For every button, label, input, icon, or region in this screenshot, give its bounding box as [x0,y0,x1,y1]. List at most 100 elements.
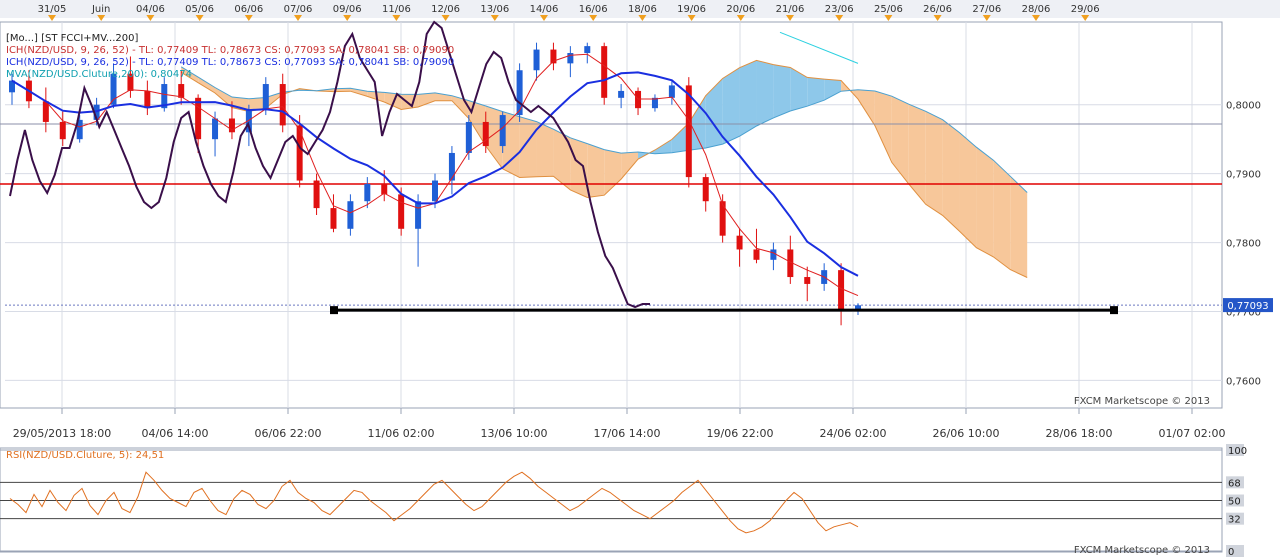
cloud-segment [621,152,639,180]
candle-body [110,73,117,105]
candle-body [432,180,438,202]
y-tick-label: 0,7700 [1226,308,1261,319]
kijun-line [11,71,859,277]
cloud-segment [231,96,249,112]
cloud-segment [858,89,875,126]
cloud-segment [790,67,808,111]
candle-body [381,183,388,195]
rsi-level-label: 50 [1228,497,1241,508]
top-date-label: 16/06 [579,4,608,15]
candle-body [296,125,303,181]
x-tick-label: 24/06 02:00 [820,427,887,440]
candle-body [59,121,66,140]
ichimoku-cloud [180,59,1028,278]
top-date-label: 27/06 [972,4,1001,15]
event-marker-icon [48,15,56,21]
candle-body [804,277,811,284]
candle-body [212,118,219,140]
event-marker-icon [786,15,794,21]
legend-line-4: MVA(NZD/USD.Cluture,200): 0,80474 [6,69,192,80]
candle-body [855,305,861,312]
top-date-label: 18/06 [628,4,657,15]
x-tick-label: 17/06 14:00 [594,427,661,440]
senkou-span-b [180,66,1028,193]
event-marker-icon [933,15,942,21]
cloud-segment [435,92,452,101]
cloud-segment [654,139,672,154]
rsi-label: RSI(NZD/USD.Cluture, 5): 24,51 [6,450,164,461]
cloud-segment [485,106,503,169]
candle-body [195,97,202,140]
cci-line [9,20,650,309]
top-date-label: 21/06 [776,4,805,15]
watermark-main: FXCM Marketscope © 2013 [1074,396,1210,407]
rsi-level-label: 0 [1228,547,1234,557]
cloud-segment [502,111,520,178]
legend-line-1: [Mo...] [ST FCCI+MV...200] [6,33,138,44]
cloud-segment [248,97,266,112]
rsi-level-box [1226,494,1244,507]
rsi-level-label: 100 [1228,446,1247,457]
cloud-segment [1010,176,1028,278]
candle-body [584,46,591,54]
top-date-label: Juin [91,4,110,15]
candle-body [42,101,49,122]
cloud-segment [198,77,216,93]
y-tick-label: 0,7900 [1226,170,1261,181]
y-tick-label: 0,7800 [1226,239,1261,250]
cloud-segment [807,77,825,107]
cloud-segment [976,147,994,257]
candle-body [753,249,760,260]
cloud-segment [468,100,486,147]
cloud-segment [942,119,960,232]
candle-body [448,152,455,181]
candle-body [144,90,151,109]
cloud-segment [215,87,232,108]
price-axis: 0,8000 0,7900 0,7800 0,7700 0,7600 [1226,101,1261,388]
top-date-label: 29/06 [1071,4,1100,15]
candle-body [499,115,506,147]
candle-body [262,84,269,111]
cloud-segment [993,160,1011,270]
rsi-level-box [1226,545,1244,557]
cloud-segment [350,88,368,97]
candle-body [516,70,523,116]
top-date-label: 06/06 [234,4,263,15]
candle-body [567,53,574,64]
support-line[interactable] [330,306,1118,315]
senkou-span-a [180,59,1028,278]
candle-body [9,80,15,93]
top-date-label: 19/06 [677,4,706,15]
candle-body [127,73,134,91]
top-date-label: 09/06 [333,4,362,15]
candle-body [76,119,83,140]
top-date-label: 07/06 [284,4,313,15]
cloud-segment [756,60,774,127]
candle-body [178,84,185,98]
top-date-ruler: 31/05 Juin 04/06 05/06 06/06 07/06 09/06 11/06 1… [0,0,1280,21]
x-axis-bg [0,409,1280,447]
top-date-label: 13/06 [480,4,509,15]
event-marker-icon [884,15,893,21]
top-date-label: 28/06 [1022,4,1051,15]
top-date-label: 14/06 [530,4,559,15]
event-marker-icon [244,15,253,21]
event-marker-icon [343,15,352,21]
top-date-label: 25/06 [874,4,903,15]
event-marker-icon [736,15,745,21]
current-price-box [1223,298,1273,313]
y-tick-label: 0,8000 [1226,101,1261,112]
event-marker-icon [1081,15,1090,21]
cloud-segment [824,79,842,101]
candles [9,42,861,326]
x-tick-label: 19/06 22:00 [707,427,774,440]
top-date-label: 23/06 [825,4,854,15]
horizontal-lines [0,123,1222,306]
candle-body [279,84,286,126]
candle-body [347,201,354,229]
candle-body [533,49,540,71]
rsi-level-box [1226,476,1244,489]
indicator-lines [9,20,859,309]
candle-body [702,177,709,202]
